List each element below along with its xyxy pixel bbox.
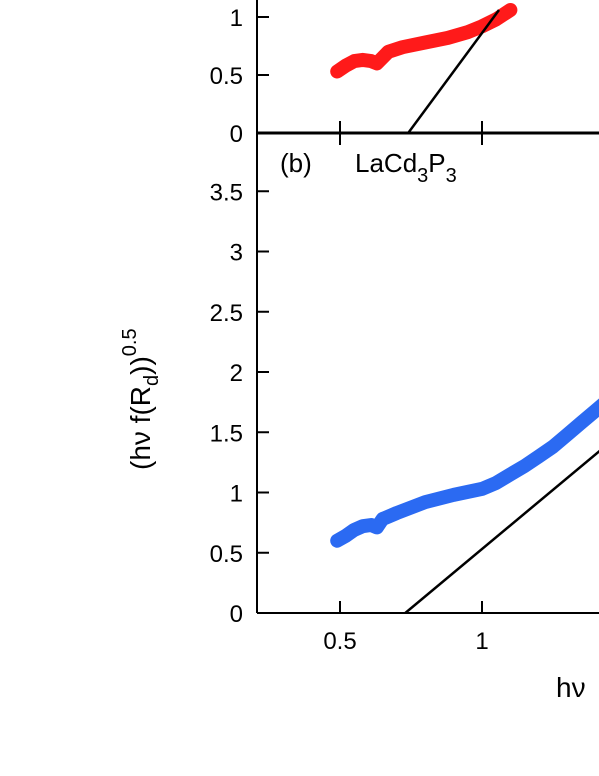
fit-line: [404, 449, 599, 613]
compound-base-1: LaCd: [355, 148, 417, 178]
y-tick-label: 0: [230, 601, 243, 628]
y-tick-label: 2: [230, 360, 243, 387]
fit-line: [407, 9, 501, 133]
panel-b-series: [330, 398, 599, 548]
y-axis-title-base: (hν f(R: [125, 386, 156, 470]
panel-b-letter: (b): [280, 148, 312, 178]
x-tick-label: 1: [475, 628, 488, 655]
series-line: [330, 398, 599, 548]
x-axis-title: hν: [556, 672, 586, 703]
panel-b-fit-line: [404, 449, 599, 613]
compound-base-2: P: [428, 148, 445, 178]
y-axis-title-sub: d: [141, 375, 163, 386]
y-tick-label: 3.5: [210, 179, 243, 206]
y-axis-title: (hν f(Rd))0.5: [119, 328, 163, 470]
compound-sub-2: 3: [446, 165, 457, 187]
panel-a-fit-line: [407, 9, 501, 133]
panel-b: 00.511.522.533.5 0.5 1 (b) LaCd3P3 hν (hν…: [119, 148, 599, 703]
panel-a-series: [330, 3, 518, 79]
y-tick-label: 1.5: [210, 420, 243, 447]
y-tick-label: 0.5: [210, 63, 243, 90]
panel-a: 00.51: [210, 3, 518, 148]
y-tick-label: 0.5: [210, 541, 243, 568]
series-line: [330, 3, 518, 79]
y-tick-label: 1: [230, 481, 243, 508]
panel-b-compound-label: LaCd3P3: [355, 148, 457, 187]
compound-sub-1: 3: [417, 165, 428, 187]
y-tick-label: 2.5: [210, 300, 243, 327]
panel-a-y-ticks: 00.51: [210, 5, 483, 148]
y-tick-label: 3: [230, 240, 243, 267]
panel-b-x-ticks: 0.5 1: [323, 601, 489, 655]
y-axis-title-sup: 0.5: [119, 328, 141, 356]
x-tick-label: 0.5: [323, 628, 356, 655]
y-axis-title-close: )): [125, 356, 156, 375]
panel-b-y-ticks: 0 0.5 1 1.5 2 2.5 3 3.5: [210, 179, 269, 628]
y-tick-label: 1: [230, 5, 243, 32]
y-tick-label: 0: [230, 121, 243, 148]
